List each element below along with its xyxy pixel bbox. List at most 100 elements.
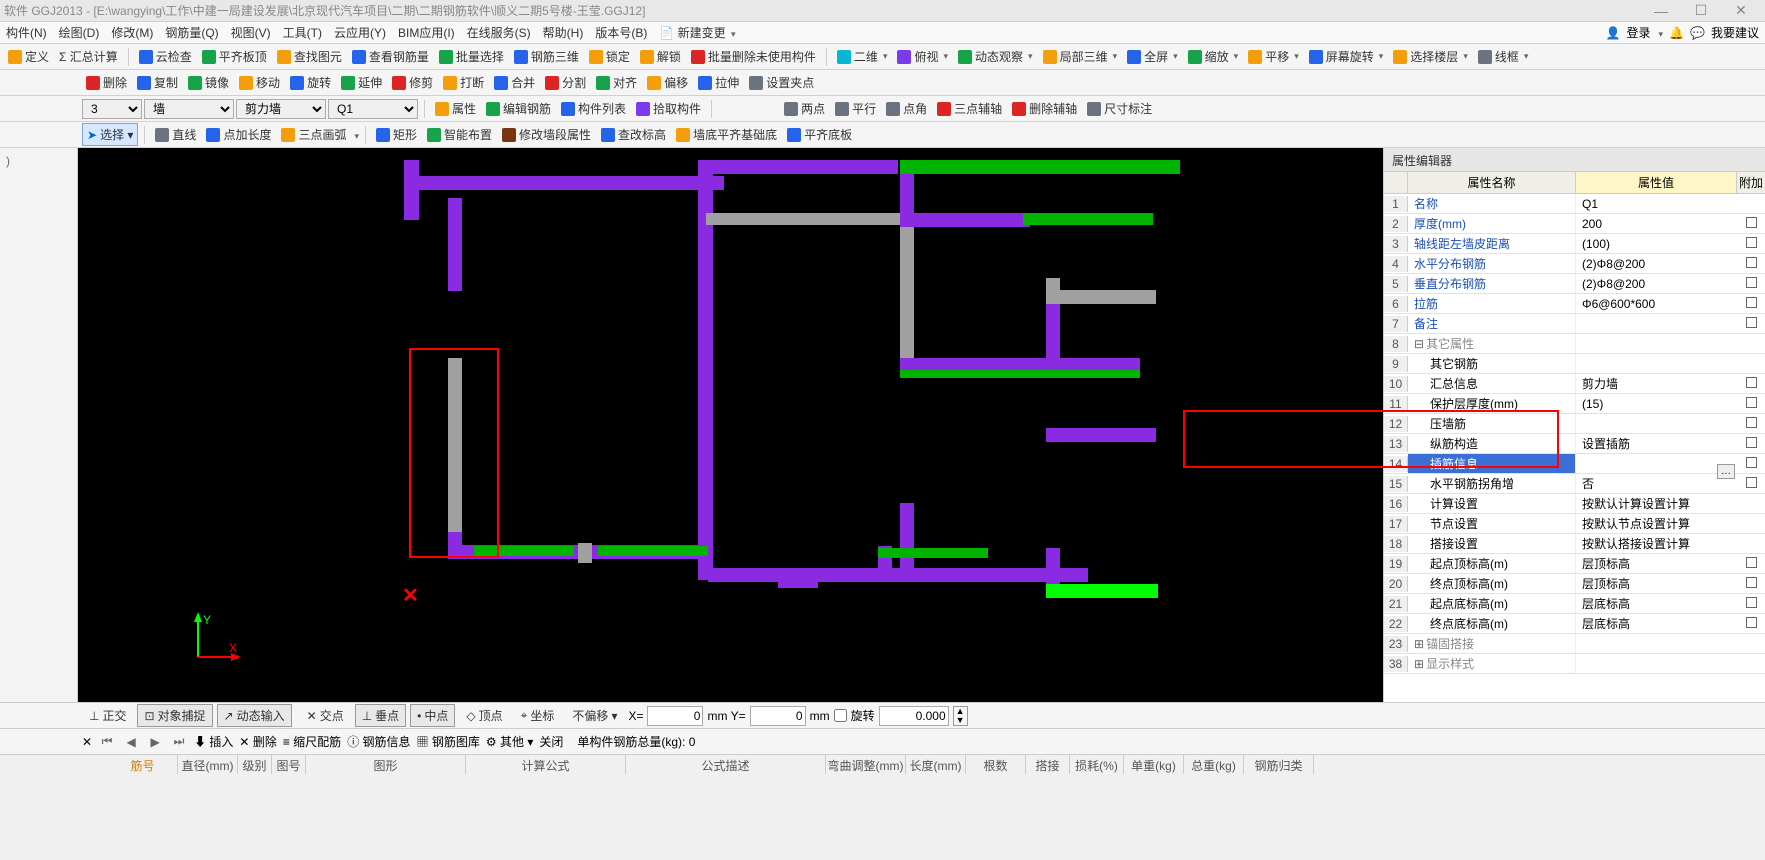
property-row[interactable]: 38⊞显示样式	[1384, 654, 1765, 674]
toolbar-button[interactable]: 平齐板顶	[198, 46, 271, 67]
table-header-cell[interactable]: 根数	[966, 755, 1026, 774]
other-btn[interactable]: ⚙ 其他 ▾	[486, 733, 533, 750]
toolbar-button[interactable]: 定义	[4, 46, 53, 67]
selector-cat[interactable]: 墙	[144, 99, 234, 119]
toolbar-button[interactable]: 修改墙段属性	[498, 124, 595, 145]
table-header-cell[interactable]: 计算公式	[466, 755, 626, 774]
rotate-checkbox[interactable]	[834, 709, 847, 722]
toolbar-button[interactable]: 矩形	[372, 124, 421, 145]
lib-btn[interactable]: ▦ 钢筋图库	[417, 733, 480, 750]
nav-prev[interactable]: ◀	[122, 735, 140, 749]
selector-type[interactable]: 剪力墙	[236, 99, 326, 119]
viewport[interactable]: ✕ Y X	[78, 148, 1383, 702]
toolbar-button[interactable]: 全屏	[1123, 46, 1182, 67]
maximize-button[interactable]: ☐	[1681, 2, 1721, 19]
table-header-cell[interactable]: 筋号	[108, 755, 178, 774]
toolbar-button[interactable]: 修剪	[388, 72, 437, 93]
toolbar-button[interactable]: 三点画弧	[277, 124, 350, 145]
toolbar-button[interactable]: 偏移	[643, 72, 692, 93]
rotate-input[interactable]	[879, 706, 949, 726]
toolbar-button[interactable]: 平齐底板	[783, 124, 856, 145]
toolbar-button[interactable]: 解锁	[636, 46, 685, 67]
property-row[interactable]: 7备注	[1384, 314, 1765, 334]
property-row[interactable]: 16计算设置按默认计算设置计算	[1384, 494, 1765, 514]
toolbar-button[interactable]: 尺寸标注	[1083, 98, 1156, 119]
menu-item[interactable]: 云应用(Y)	[328, 22, 392, 43]
toolbar-button[interactable]: 对齐	[592, 72, 641, 93]
toolbar-button[interactable]: 平移	[1244, 46, 1303, 67]
toolbar-button[interactable]: 属性	[431, 98, 480, 119]
toolbar-button[interactable]: 动态观察	[954, 46, 1037, 67]
selector-name[interactable]: Q1	[328, 99, 418, 119]
toolbar-button[interactable]: 选择楼层	[1389, 46, 1472, 67]
toolbar-button[interactable]: 移动	[235, 72, 284, 93]
toolbar-button[interactable]: 缩放	[1184, 46, 1243, 67]
property-row[interactable]: 18搭接设置按默认搭接设置计算	[1384, 534, 1765, 554]
toolbar-button[interactable]: 查改标高	[597, 124, 670, 145]
select-tool[interactable]: ➤ 选择 ▾	[82, 123, 138, 146]
property-row[interactable]: 21起点底标高(m)层底标高	[1384, 594, 1765, 614]
toolbar-button[interactable]: 俯视	[893, 46, 952, 67]
close-button[interactable]: ✕	[1721, 2, 1761, 19]
property-row[interactable]: 23⊞锚固搭接	[1384, 634, 1765, 654]
toolbar-button[interactable]: 两点	[780, 98, 829, 119]
menu-item[interactable]: BIM应用(I)	[392, 22, 461, 43]
property-row[interactable]: 14插筋信息…	[1384, 454, 1765, 474]
menu-item[interactable]: 修改(M)	[105, 22, 159, 43]
minimize-button[interactable]: —	[1641, 3, 1681, 19]
dyn-toggle[interactable]: ↗ 动态输入	[217, 704, 292, 727]
toolbar-button[interactable]: 屏幕旋转	[1305, 46, 1388, 67]
toolbar-button[interactable]: 批量删除未使用构件	[687, 46, 820, 67]
login-label[interactable]: 登录	[1627, 24, 1651, 41]
table-header-cell[interactable]: 搭接	[1026, 755, 1070, 774]
menu-item[interactable]: 版本号(B)	[589, 22, 653, 43]
table-header-cell[interactable]: 长度(mm)	[906, 755, 966, 774]
login-icon[interactable]: 👤	[1606, 26, 1621, 40]
property-row[interactable]: 9其它钢筋	[1384, 354, 1765, 374]
toolbar-button[interactable]: 三点辅轴	[933, 98, 1006, 119]
table-header-cell[interactable]: 钢筋归类	[1244, 755, 1314, 774]
table-header-cell[interactable]: 直径(mm)	[178, 755, 238, 774]
coord[interactable]: ⌖ 坐标	[514, 704, 562, 727]
table-header-cell[interactable]: 级别	[238, 755, 272, 774]
close-btn[interactable]: 关闭	[539, 733, 563, 750]
nav-last[interactable]: ⏭	[170, 734, 188, 749]
property-row[interactable]: 8⊟其它属性	[1384, 334, 1765, 354]
toolbar-button[interactable]: 锁定	[585, 46, 634, 67]
property-row[interactable]: 13纵筋构造设置插筋	[1384, 434, 1765, 454]
property-row[interactable]: 22终点底标高(m)层底标高	[1384, 614, 1765, 634]
ortho-toggle[interactable]: ⊥ 正交	[82, 704, 133, 727]
toolbar-button[interactable]: 拾取构件	[632, 98, 705, 119]
menu-item[interactable]: 在线服务(S)	[461, 22, 537, 43]
menu-item[interactable]: 工具(T)	[277, 22, 328, 43]
selector-floor[interactable]: 3	[82, 99, 142, 119]
property-row[interactable]: 10汇总信息剪力墙	[1384, 374, 1765, 394]
menu-new-change[interactable]: 📄 新建变更	[653, 22, 741, 43]
collapse-icon[interactable]: ✕	[82, 735, 92, 749]
toolbar-button[interactable]: 批量选择	[435, 46, 508, 67]
toolbar-button[interactable]: 延伸	[337, 72, 386, 93]
menu-item[interactable]: 视图(V)	[225, 22, 277, 43]
table-header-cell[interactable]: 图号	[272, 755, 306, 774]
chat-icon[interactable]: 💬	[1690, 26, 1705, 40]
bell-icon[interactable]: 🔔	[1669, 26, 1684, 40]
feedback-label[interactable]: 我要建议	[1711, 24, 1759, 41]
toolbar-button[interactable]: 复制	[133, 72, 182, 93]
toolbar-button[interactable]: 旋转	[286, 72, 335, 93]
toolbar-button[interactable]: 删除	[82, 72, 131, 93]
toolbar-button[interactable]: 编辑钢筋	[482, 98, 555, 119]
toolbar-button[interactable]: 打断	[439, 72, 488, 93]
mid-point[interactable]: • 中点	[410, 704, 455, 727]
toolbar-button[interactable]: 直线	[151, 124, 200, 145]
y-input[interactable]	[750, 706, 806, 726]
toolbar-button[interactable]: 分割	[541, 72, 590, 93]
scale-btn[interactable]: ≡ 缩尺配筋	[283, 733, 341, 750]
toolbar-button[interactable]: 线框	[1474, 46, 1533, 67]
table-header-cell[interactable]: 单重(kg)	[1124, 755, 1184, 774]
property-row[interactable]: 12压墙筋	[1384, 414, 1765, 434]
nav-first[interactable]: ⏮	[98, 734, 116, 749]
toolbar-button[interactable]: 墙底平齐基础底	[672, 124, 781, 145]
menu-item[interactable]: 绘图(D)	[53, 22, 106, 43]
property-row[interactable]: 19起点顶标高(m)层顶标高	[1384, 554, 1765, 574]
table-header-cell[interactable]: 图形	[306, 755, 466, 774]
